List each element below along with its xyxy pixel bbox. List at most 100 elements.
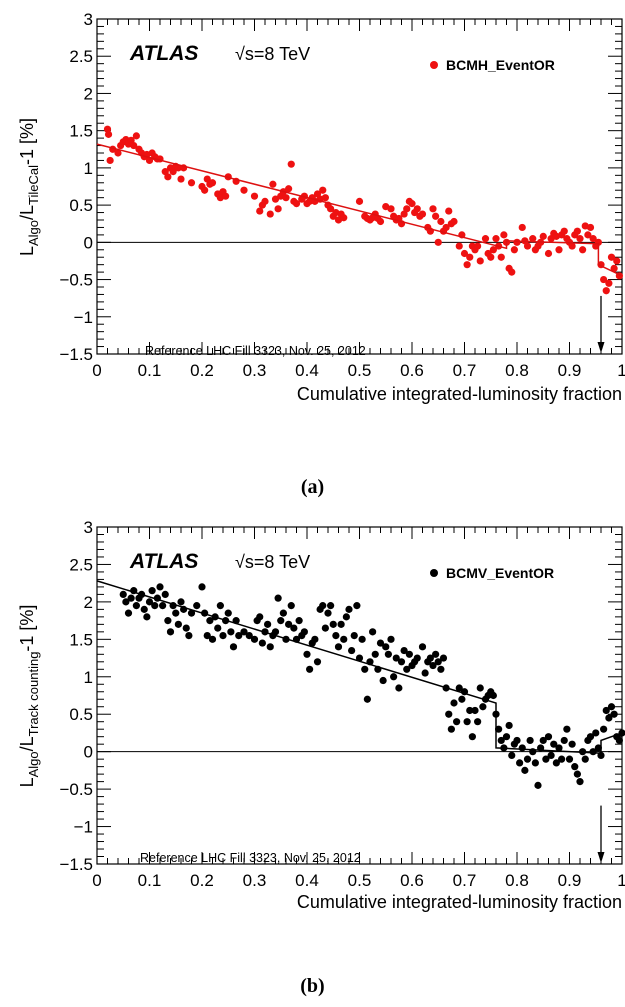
data-point bbox=[568, 242, 576, 250]
data-point bbox=[164, 173, 172, 181]
data-point bbox=[539, 736, 547, 745]
y-tick-label: −1 bbox=[74, 818, 93, 837]
data-point bbox=[513, 736, 521, 745]
data-point bbox=[602, 287, 610, 295]
data-point bbox=[610, 264, 618, 272]
data-point bbox=[568, 740, 576, 748]
data-point bbox=[442, 223, 450, 232]
data-point bbox=[384, 650, 392, 658]
data-point bbox=[502, 733, 511, 741]
x-tick-label: 0.2 bbox=[190, 871, 214, 890]
data-point bbox=[376, 217, 385, 226]
data-point bbox=[539, 232, 547, 240]
data-point bbox=[445, 710, 453, 718]
y-tick-label: 1 bbox=[84, 668, 93, 687]
fit-line bbox=[96, 580, 623, 754]
data-point bbox=[400, 646, 408, 655]
data-point bbox=[526, 736, 534, 745]
data-point bbox=[432, 650, 440, 658]
data-point bbox=[437, 665, 445, 673]
data-point bbox=[607, 703, 616, 711]
reference-note: Reference LHC Fill 3323, Nov. 25, 2012 bbox=[140, 851, 361, 865]
data-point bbox=[327, 205, 335, 213]
x-tick-label: 0.9 bbox=[558, 871, 582, 890]
data-point bbox=[319, 602, 327, 610]
data-point bbox=[224, 609, 232, 617]
data-point bbox=[159, 602, 167, 610]
data-point bbox=[227, 628, 235, 636]
data-point bbox=[353, 602, 361, 610]
data-point bbox=[250, 192, 259, 200]
data-point bbox=[471, 706, 479, 715]
data-point bbox=[573, 227, 581, 235]
data-point bbox=[426, 654, 434, 662]
y-axis-title-part: /L bbox=[17, 205, 37, 220]
data-point bbox=[458, 695, 466, 703]
data-point bbox=[563, 725, 571, 733]
data-point bbox=[177, 598, 185, 606]
y-tick-label: −0.5 bbox=[59, 780, 93, 799]
data-point bbox=[201, 186, 209, 194]
x-axis-title: Cumulative integrated-luminosity fractio… bbox=[297, 892, 622, 912]
panel-b: 0 0.1 0.2 0.3 0.4 0.5 0.6 0.7 0.8 0.9 1 −1.5 −1 −0.5 0… bbox=[0, 510, 625, 1007]
x-tick-label: 0 bbox=[92, 361, 101, 380]
data-point bbox=[387, 635, 395, 643]
data-point bbox=[487, 253, 495, 261]
x-tick-label: 0.7 bbox=[453, 361, 477, 380]
x-tick-label: 1 bbox=[617, 361, 625, 380]
y-tick-label: 2 bbox=[84, 84, 93, 103]
data-point bbox=[292, 200, 301, 208]
data-point bbox=[361, 665, 369, 673]
y-tick-label: 0.5 bbox=[69, 196, 93, 215]
data-point bbox=[313, 658, 322, 666]
data-point bbox=[395, 684, 403, 692]
data-point bbox=[182, 624, 190, 632]
data-point bbox=[114, 149, 122, 157]
data-point bbox=[432, 212, 440, 220]
data-point bbox=[403, 205, 411, 213]
data-point bbox=[479, 703, 487, 711]
data-point bbox=[206, 617, 214, 625]
data-point bbox=[510, 246, 518, 254]
data-point bbox=[584, 231, 592, 239]
data-point bbox=[560, 227, 568, 235]
data-point bbox=[122, 598, 130, 606]
data-point bbox=[523, 242, 532, 250]
data-point bbox=[558, 755, 566, 763]
data-point bbox=[119, 590, 127, 598]
data-point bbox=[340, 214, 348, 222]
data-point bbox=[408, 200, 416, 208]
data-point bbox=[348, 646, 356, 655]
data-point bbox=[489, 691, 497, 700]
data-point bbox=[437, 217, 445, 226]
data-point bbox=[610, 710, 618, 718]
x-tick-label: 0.3 bbox=[243, 871, 267, 890]
data-point bbox=[266, 643, 274, 651]
data-point bbox=[466, 706, 474, 715]
x-tick-label: 1 bbox=[617, 871, 625, 890]
x-tick-label: 0.6 bbox=[400, 871, 424, 890]
data-point bbox=[306, 665, 314, 673]
data-point bbox=[358, 635, 366, 643]
data-point bbox=[589, 235, 597, 243]
x-tick-label: 0.8 bbox=[505, 361, 529, 380]
data-point bbox=[455, 684, 463, 692]
x-tick-label: 0.2 bbox=[190, 361, 214, 380]
data-point bbox=[350, 631, 358, 640]
y-axis-title-part: -1 [%] bbox=[17, 118, 37, 165]
y-tick-label: 1.5 bbox=[69, 122, 93, 141]
data-point bbox=[474, 718, 482, 726]
data-point bbox=[405, 650, 413, 658]
data-point bbox=[542, 755, 550, 763]
data-point bbox=[104, 130, 113, 138]
data-point bbox=[282, 194, 290, 202]
data-point bbox=[531, 759, 539, 767]
data-point bbox=[303, 650, 311, 658]
data-point bbox=[600, 275, 608, 284]
data-point bbox=[495, 725, 503, 733]
data-point bbox=[489, 246, 497, 254]
data-point bbox=[516, 759, 524, 767]
data-point bbox=[156, 583, 164, 591]
data-point bbox=[132, 602, 140, 610]
data-point bbox=[600, 725, 608, 733]
